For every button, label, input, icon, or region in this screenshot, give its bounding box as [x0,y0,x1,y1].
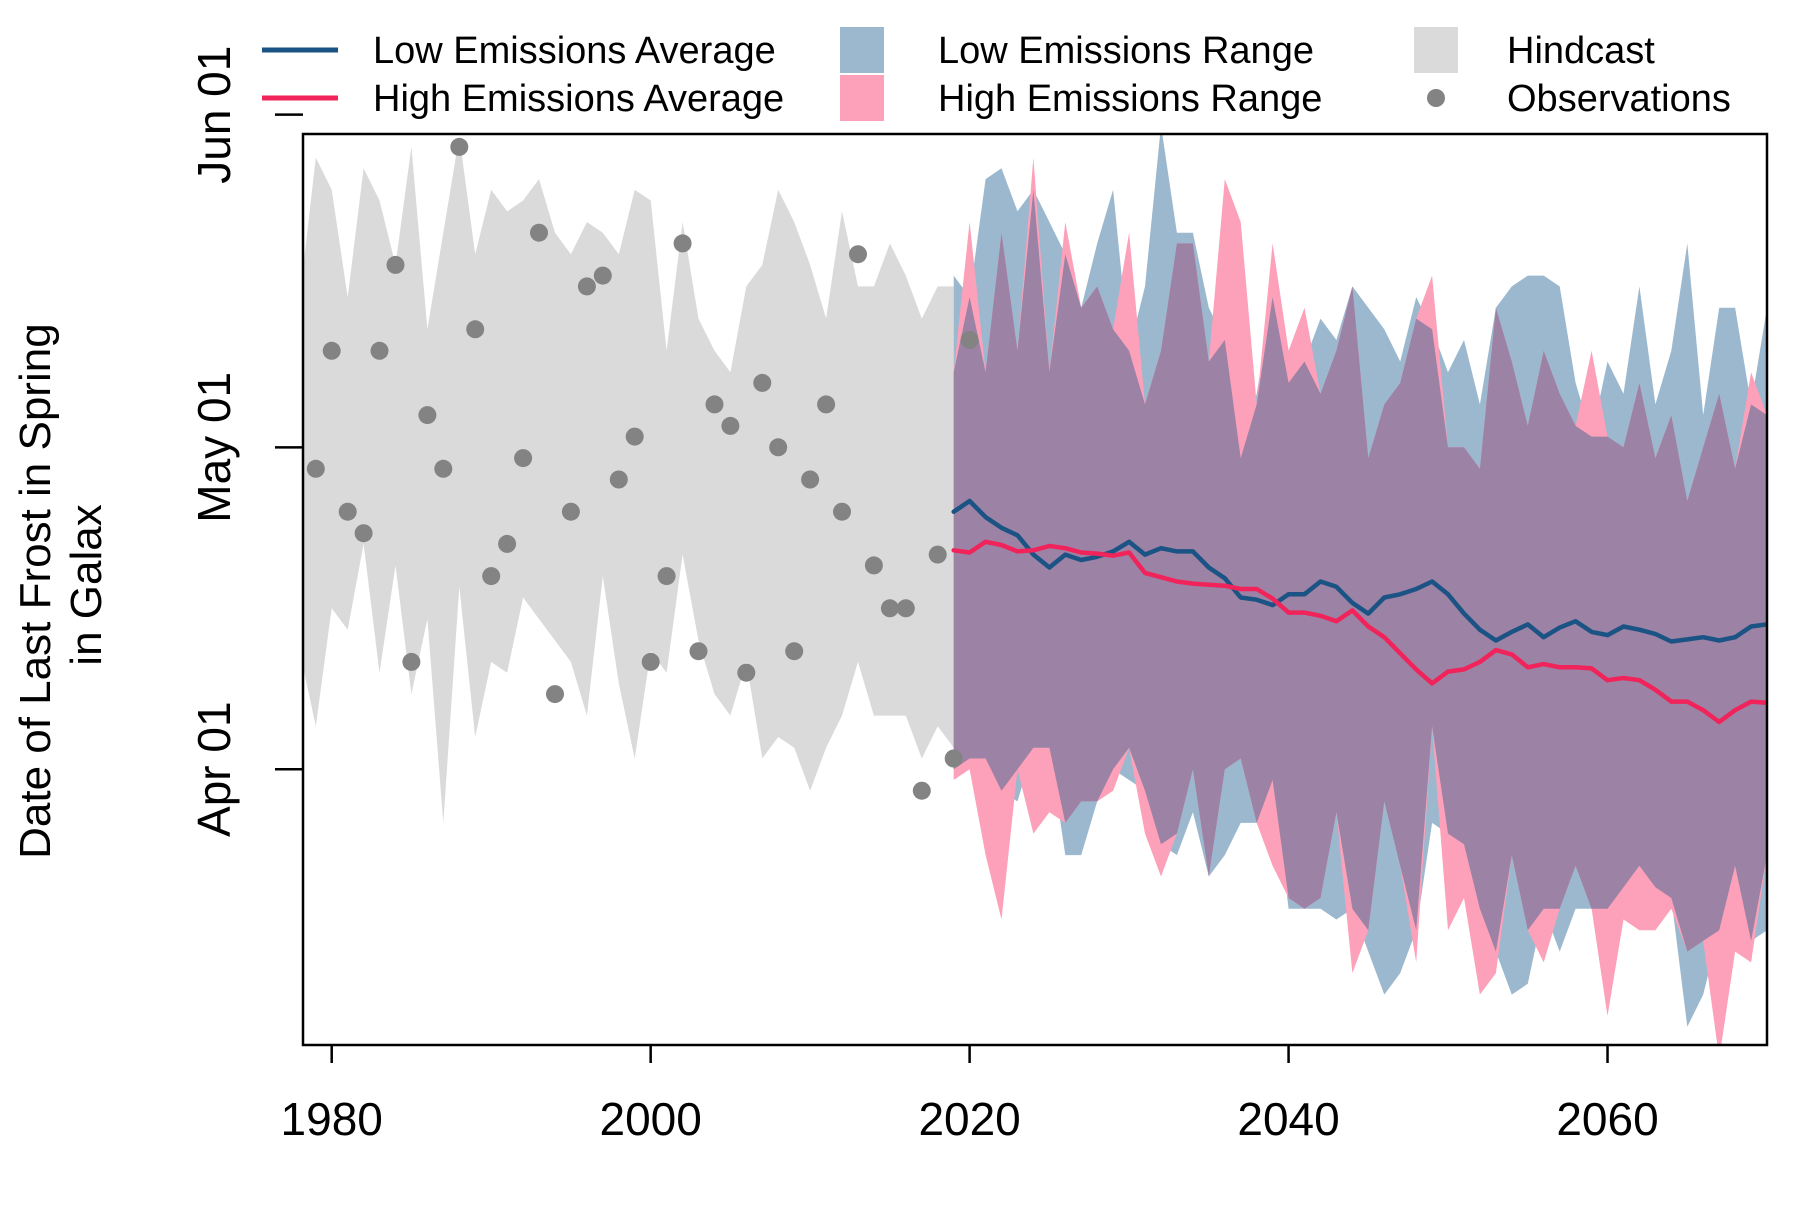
legend-label: Low Emissions Range [938,30,1314,72]
observation-point [769,438,788,457]
x-tick-label: 2040 [1237,1093,1339,1145]
y-axis: Apr 01 May 01 Jun 01 [188,46,303,837]
legend-swatch [1427,89,1445,107]
legend-item: Low Emissions Range [840,27,1314,73]
observation-point [880,599,899,618]
observation-point [705,395,724,414]
observation-point [657,567,676,586]
observation-point [306,459,325,478]
high-emissions-average-line [951,539,1767,725]
x-tick-label: 1980 [281,1093,383,1145]
legend-label: High Emissions Average [373,78,784,120]
observation-point [561,502,580,521]
x-tick-label: 2000 [599,1093,701,1145]
observation-point [434,459,453,478]
observation-point [577,277,596,296]
y-tick-label: May 01 [188,372,240,523]
observation-point [785,642,804,661]
observation-point [849,245,867,264]
legend-swatch [1414,27,1458,73]
observation-point [753,373,772,392]
x-tick-label: 2020 [918,1093,1020,1145]
observation-point [386,255,405,274]
observation-point [896,599,915,618]
observation-point [721,416,740,435]
y-axis-title-line-1: Date of Last Frost in Spring [11,323,60,859]
legend-label: Hindcast [1507,30,1655,72]
observation-point [322,341,341,360]
legend-item: High Emissions Range [840,75,1322,121]
x-tick-label: 2060 [1556,1093,1658,1145]
emissions-overlap-area [953,189,1767,952]
observation-point [354,524,373,543]
y-axis-title-line-2: in Galax [62,504,111,665]
legend-item: Low Emissions Average [262,30,776,72]
observation-point [960,331,979,349]
observation-point [833,502,851,521]
legend-item: Observations [1427,78,1731,120]
observation-point [466,320,485,339]
y-tick-label: Jun 01 [188,46,240,184]
observation-point [737,663,756,682]
low-emissions-average-line [951,498,1767,644]
observations-series [306,137,979,800]
observation-point [514,449,533,468]
plot-area [303,134,1767,1045]
legend-swatch [840,27,884,73]
observation-point [944,749,963,768]
observation-point [402,652,421,671]
legend-label: High Emissions Range [938,78,1322,120]
legend-item: Hindcast [1414,27,1655,73]
legend-item: High Emissions Average [262,78,784,120]
observation-point [498,534,517,553]
observation-point [370,341,389,360]
observation-point [689,642,708,661]
observation-point [609,470,628,489]
observation-point [673,234,692,253]
y-tick-label: Apr 01 [188,701,240,837]
observation-point [338,502,357,521]
observation-point [864,556,883,575]
observation-point [482,567,501,586]
legend-label: Low Emissions Average [373,30,776,72]
legend-swatch [840,75,884,121]
observation-point [418,406,437,425]
y-axis-title: Date of Last Frost in Spring in Galax [11,311,111,859]
legend: Low Emissions Average High Emissions Aver… [262,27,1731,121]
legend-label: Observations [1507,78,1731,120]
observation-point [625,427,644,446]
observation-point [546,685,564,704]
observation-point [530,223,548,242]
observation-point [912,781,931,800]
observation-point [641,652,660,671]
plot-frame [301,132,1769,1047]
observation-point [801,470,820,489]
observation-point [450,137,469,156]
observation-point [928,545,947,564]
observation-point [817,395,836,414]
observation-point [593,266,612,285]
x-axis: 1980 2000 2020 2040 2060 [281,1045,1659,1145]
